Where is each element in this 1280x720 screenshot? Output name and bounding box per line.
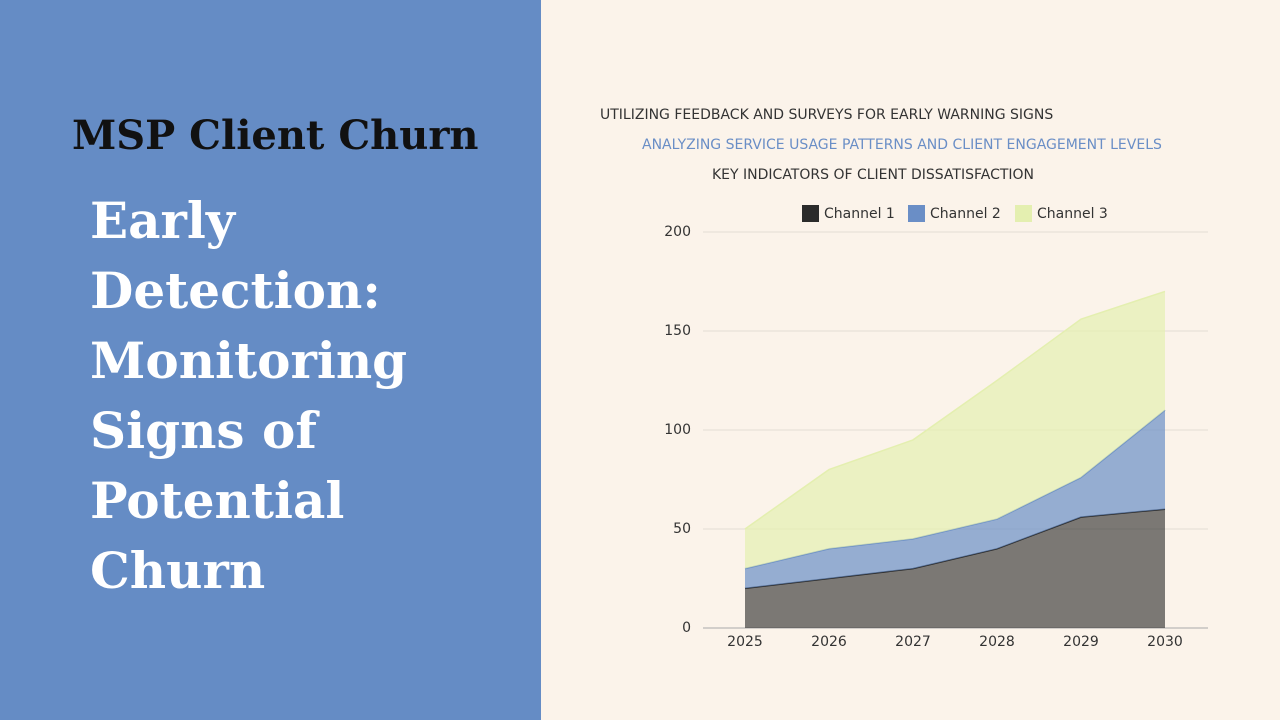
y-tick-label: 150 (664, 323, 691, 339)
left-panel: MSP Client Churn Early Detection: Monito… (0, 0, 541, 720)
chart-subtitle: ANALYZING SERVICE USAGE PATTERNS AND CLI… (642, 137, 1162, 153)
y-tick-label: 0 (682, 620, 691, 636)
x-tick-label: 2026 (811, 634, 847, 650)
x-tick-label: 2029 (1063, 634, 1099, 650)
area-edge (744, 290, 1166, 530)
y-tick-label: 200 (664, 224, 691, 240)
area (745, 509, 1165, 628)
x-tick-label: 2025 (727, 634, 763, 650)
slide-heading: MSP Client Churn (72, 112, 479, 159)
y-tick-label: 50 (673, 521, 691, 537)
x-tick-label: 2027 (895, 634, 931, 650)
chart-subtitle: KEY INDICATORS OF CLIENT DISSATISFACTION (712, 167, 1034, 183)
legend-label: Channel 3 (1037, 206, 1108, 222)
area (745, 410, 1165, 589)
legend-swatch (908, 205, 925, 222)
legend-label: Channel 1 (824, 206, 895, 222)
legend-swatch (802, 205, 819, 222)
area (745, 291, 1165, 569)
legend-swatch (1015, 205, 1032, 222)
chart-subtitle: UTILIZING FEEDBACK AND SURVEYS FOR EARLY… (600, 107, 1053, 123)
x-tick-label: 2030 (1147, 634, 1183, 650)
y-tick-label: 100 (664, 422, 691, 438)
legend-label: Channel 2 (930, 206, 1001, 222)
slide-body: Early Detection: Monitoring Signs of Pot… (90, 191, 408, 600)
x-tick-label: 2028 (979, 634, 1015, 650)
